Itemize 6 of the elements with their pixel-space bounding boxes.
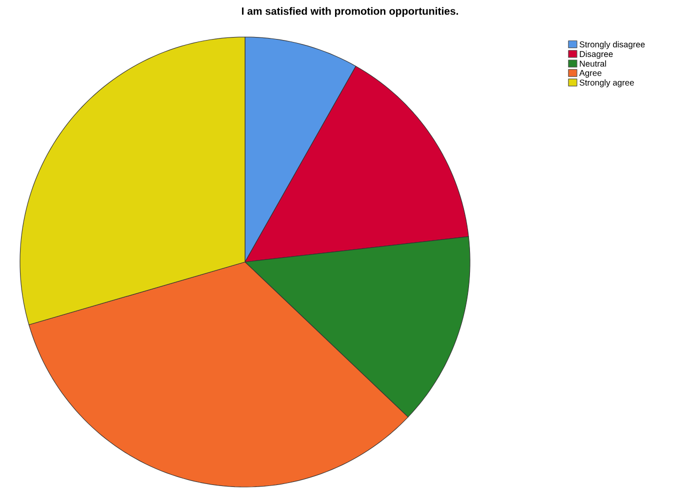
legend-label: Strongly disagree <box>580 41 645 50</box>
legend-label: Agree <box>579 70 602 78</box>
chart-title: I am satisfied with promotion opportunities. <box>242 7 458 17</box>
legend-label: Strongly agree <box>580 79 634 88</box>
legend-label: Disagree <box>580 50 613 59</box>
legend-label: Neutral <box>580 60 606 67</box>
